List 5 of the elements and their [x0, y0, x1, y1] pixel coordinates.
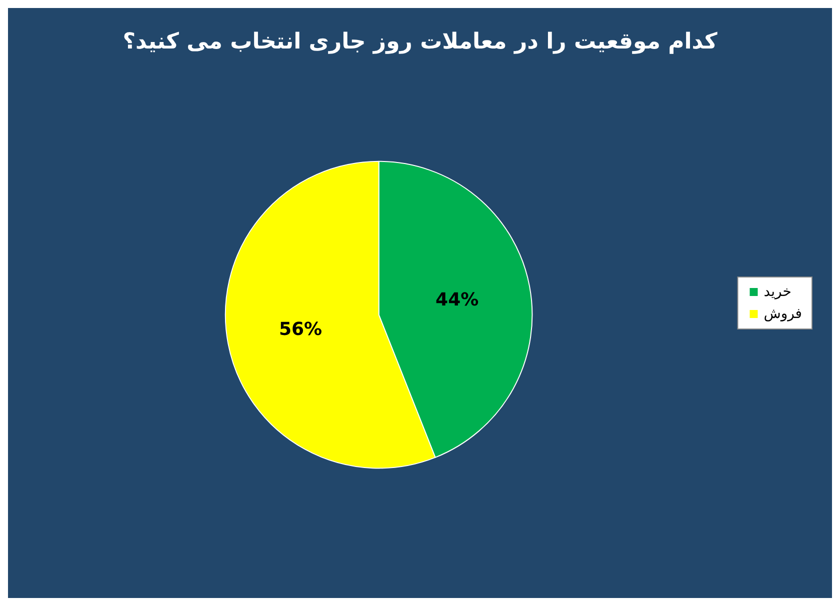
chart-title: کدام موقعیت را در معاملات روز جاری انتخاب می کنید؟	[122, 30, 718, 54]
data-label: 56%	[278, 319, 322, 340]
legend-label: خرید	[764, 284, 792, 300]
data-label: 44%	[436, 289, 479, 310]
legend-label: فروش	[764, 306, 802, 322]
